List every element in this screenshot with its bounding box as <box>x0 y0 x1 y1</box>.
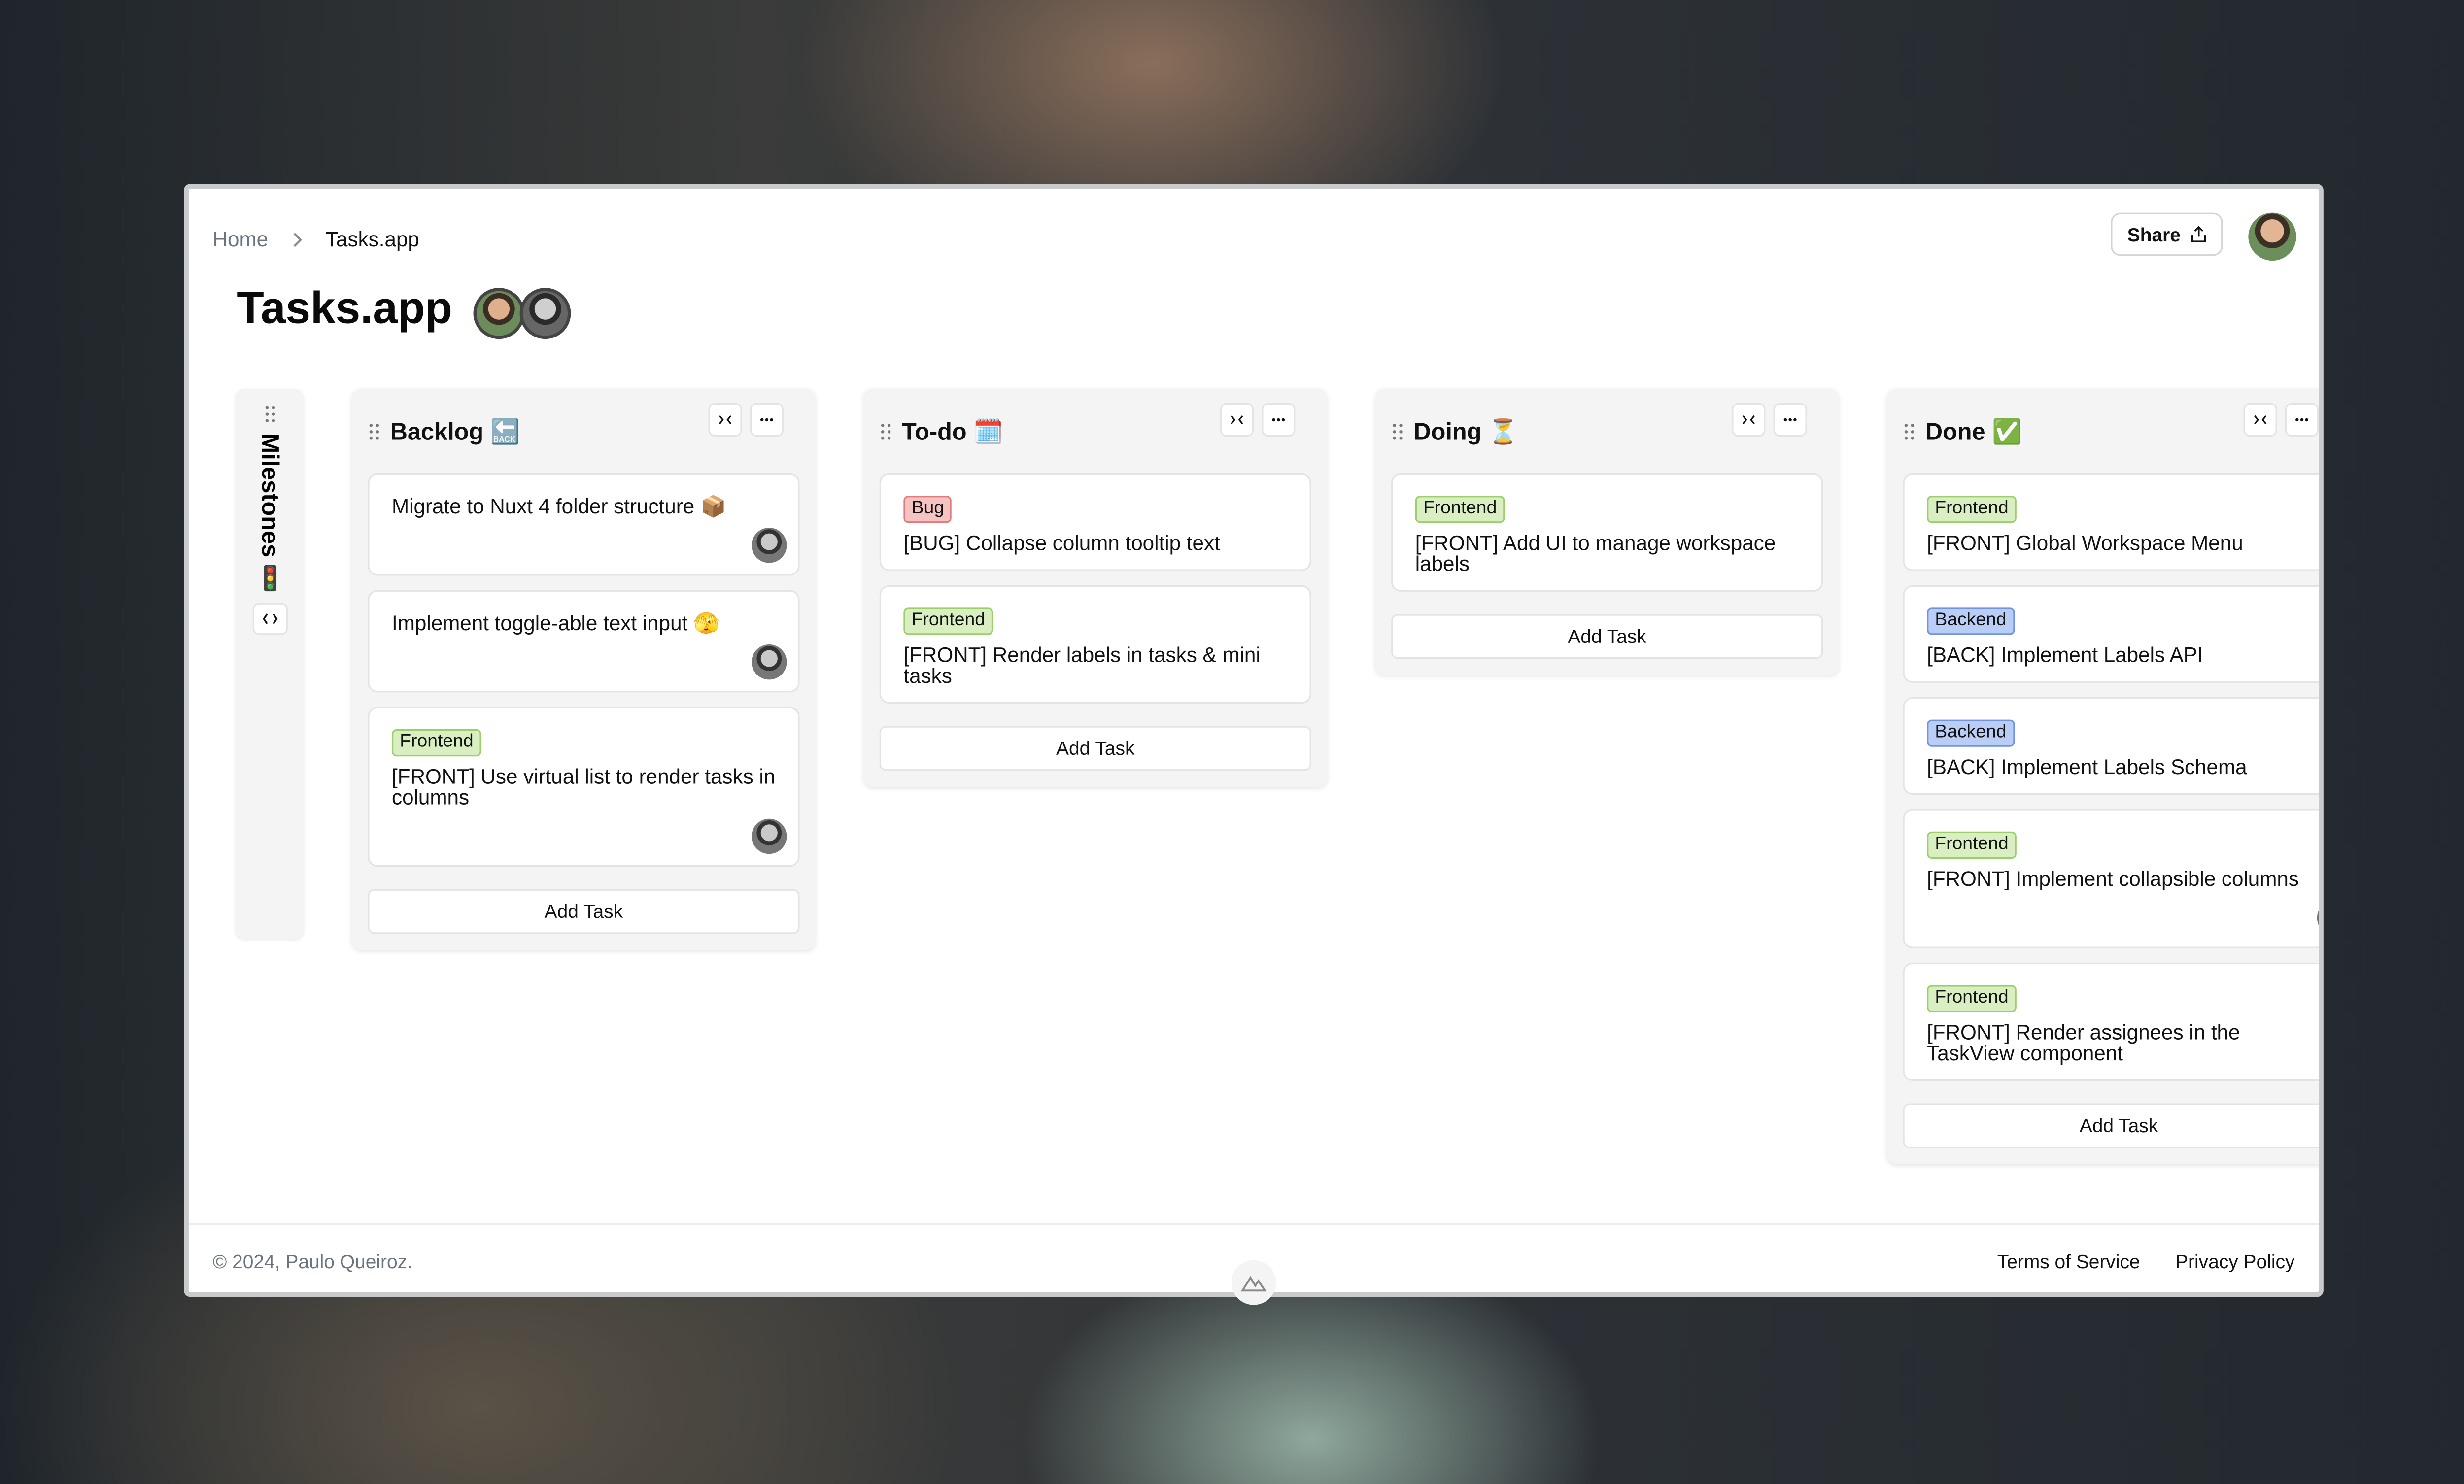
task-text: [FRONT] Add UI to manage workspace label… <box>1415 531 1776 576</box>
assignee-avatar <box>2317 900 2319 936</box>
task-card[interactable]: Frontend [FRONT] Use virtual list to rend… <box>368 707 800 867</box>
footer-link[interactable]: Terms of Service <box>1997 1250 2140 1273</box>
drag-handle <box>881 423 891 439</box>
task-text: Migrate to Nuxt 4 folder structure 📦 <box>392 494 726 518</box>
column-title: Backlog 🔙 <box>390 418 520 445</box>
task-text: Implement toggle-able text input 🫣 <box>392 610 719 635</box>
share-label: Share <box>2127 223 2181 246</box>
collapse-button[interactable] <box>2243 403 2277 437</box>
window: Home Tasks.app Share Tasks.app Milestone… <box>184 184 2324 1297</box>
board: Milestones 🚦 Backlog 🔙 Migrate to Nuxt 4 … <box>235 388 2319 1188</box>
column: Doing ⏳ Frontend [FRONT] Add UI to manage … <box>1375 388 1839 675</box>
user-avatar[interactable] <box>2248 212 2296 261</box>
menu-button[interactable] <box>750 403 784 437</box>
column-title: Done ✅ <box>1925 418 2022 445</box>
expand-button[interactable] <box>252 603 288 635</box>
add-task-button[interactable]: Add Task <box>368 889 800 934</box>
task-label: Frontend <box>1415 496 1505 523</box>
task-card[interactable]: Frontend [FRONT] Add UI to manage workspa… <box>1391 473 1823 592</box>
share-button[interactable]: Share <box>2111 212 2223 256</box>
menu-button[interactable] <box>1262 403 1296 437</box>
expand-icon <box>263 613 278 624</box>
assignee-avatar <box>752 644 787 680</box>
column-title: Milestones 🚦 <box>256 433 283 594</box>
share-icon <box>2190 226 2206 242</box>
task-card[interactable]: Frontend [FRONT] Render labels in tasks &… <box>879 585 1311 704</box>
menu-button[interactable] <box>1773 403 1807 437</box>
task-label: Frontend <box>1927 985 2017 1012</box>
column-header: To-do 🗓️ <box>880 389 1311 473</box>
footer: © 2024, Paulo Queiroz. Terms of Service … <box>188 1223 2319 1273</box>
menu-icon <box>2295 418 2309 422</box>
add-task-button[interactable]: Add Task <box>1391 614 1823 659</box>
task-card[interactable]: Migrate to Nuxt 4 folder structure 📦 <box>368 473 800 576</box>
collapse-button[interactable] <box>708 403 742 437</box>
drag-handle <box>1904 423 1915 439</box>
add-task-button[interactable]: Add Task <box>1903 1103 2319 1148</box>
column-header: Doing ⏳ <box>1391 389 1823 473</box>
menu-icon <box>760 418 773 422</box>
member-avatar <box>473 288 525 339</box>
task-text: [FRONT] Global Workspace Menu <box>1927 531 2243 555</box>
task-text: [FRONT] Render assignees in the TaskView… <box>1927 1020 2240 1065</box>
member-avatar <box>519 288 571 339</box>
copyright: © 2024, Paulo Queiroz. <box>212 1250 412 1273</box>
page-title: Tasks.app <box>237 283 452 333</box>
column: Backlog 🔙 Migrate to Nuxt 4 folder struct… <box>351 388 816 950</box>
logo-icon <box>1240 1276 1267 1292</box>
task-text: [FRONT] Implement collapsible columns <box>1927 867 2299 891</box>
collapse-icon <box>719 415 732 425</box>
task-card[interactable]: Bug [BUG] Collapse column tooltip text <box>879 473 1311 571</box>
task-text: [BACK] Implement Labels API <box>1927 642 2203 667</box>
collapse-icon <box>2254 415 2267 425</box>
footer-links: Terms of Service Privacy Policy <box>1997 1250 2295 1273</box>
breadcrumb: Home Tasks.app <box>213 227 419 251</box>
task-label: Frontend <box>392 729 481 757</box>
menu-icon <box>1783 418 1797 422</box>
assignee-avatar <box>752 528 787 563</box>
task-card[interactable]: Backend [BACK] Implement Labels API <box>1903 585 2319 683</box>
task-card[interactable]: Frontend [FRONT] Render assignees in the … <box>1903 962 2319 1081</box>
column-title: Doing ⏳ <box>1413 418 1518 445</box>
column-title: To-do 🗓️ <box>902 418 1003 445</box>
breadcrumb-link[interactable]: Home <box>212 227 269 251</box>
task-card[interactable]: Frontend [FRONT] Global Workspace Menu <box>1903 473 2319 571</box>
task-label: Frontend <box>1927 496 2017 523</box>
chevron <box>293 232 302 246</box>
collapsed-column: Milestones 🚦 <box>235 388 304 939</box>
drag-handle <box>265 406 275 422</box>
task-label: Bug <box>903 496 953 523</box>
task-label: Frontend <box>903 607 993 635</box>
nuxt-logo <box>1231 1260 1276 1305</box>
task-text: [BUG] Collapse column tooltip text <box>903 531 1220 555</box>
collapse-button[interactable] <box>1732 403 1766 437</box>
collapse-icon <box>1742 415 1755 425</box>
assignee-avatar <box>752 818 787 854</box>
task-text: [FRONT] Use virtual list to render tasks… <box>392 764 776 809</box>
footer-link[interactable]: Privacy Policy <box>2175 1250 2295 1273</box>
task-label: Backend <box>1927 607 2015 635</box>
task-label: Backend <box>1927 719 2015 747</box>
add-task-button[interactable]: Add Task <box>879 726 1311 771</box>
breadcrumb-current: Tasks.app <box>325 227 419 251</box>
collapse-icon <box>1231 415 1243 425</box>
task-text: [BACK] Implement Labels Schema <box>1927 754 2247 779</box>
column: Done ✅ Frontend [FRONT] Global Workspace M… <box>1886 388 2319 1164</box>
column-header: Done ✅ <box>1903 389 2319 473</box>
menu-icon <box>1272 418 1285 422</box>
column-header: Backlog 🔙 <box>368 389 799 473</box>
collapse-button[interactable] <box>1220 403 1254 437</box>
task-text: [FRONT] Render labels in tasks & mini ta… <box>903 642 1261 688</box>
drag-handle <box>1393 423 1403 439</box>
task-card[interactable]: Implement toggle-able text input 🫣 <box>368 590 800 693</box>
task-card[interactable]: Backend [BACK] Implement Labels Schema <box>1903 697 2319 795</box>
column: To-do 🗓️ Bug [BUG] Collapse column tooltip… <box>863 388 1328 787</box>
task-card[interactable]: Frontend [FRONT] Implement collapsible co… <box>1903 809 2319 948</box>
task-label: Frontend <box>1927 831 2017 859</box>
drag-handle <box>369 423 379 439</box>
menu-button[interactable] <box>2285 403 2319 437</box>
